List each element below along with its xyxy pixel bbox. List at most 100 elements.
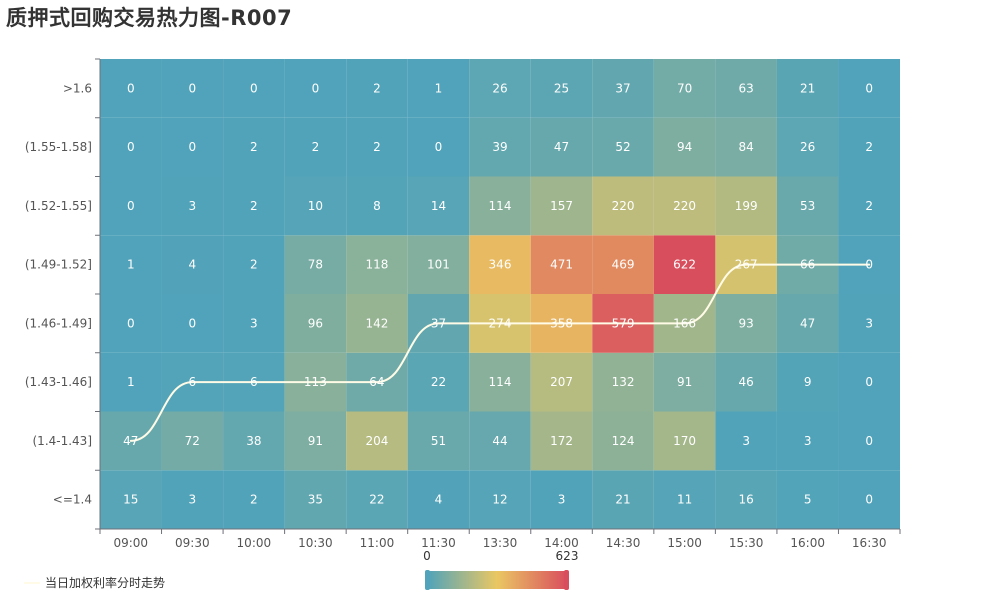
x-tick-label: 13:30	[483, 536, 518, 550]
cell-value-label: 70	[677, 81, 692, 95]
heatmap-cell	[407, 59, 470, 118]
x-tick-label: 14:00	[544, 536, 579, 550]
cell-value-label: 4	[188, 258, 196, 272]
x-tick-label: 11:30	[421, 536, 456, 550]
cell-value-label: 12	[492, 493, 507, 507]
cell-value-label: 14	[431, 199, 446, 213]
cell-value-label: 0	[188, 140, 196, 154]
heatmap-cell	[469, 176, 531, 236]
cell-value-label: 0	[865, 493, 873, 507]
visual-map-max-label: 623	[556, 549, 579, 563]
cell-value-label: 114	[489, 199, 512, 213]
heatmap-cell	[100, 294, 162, 353]
heatmap-cell	[592, 176, 654, 236]
cell-value-label: 5	[804, 493, 812, 507]
cell-value-label: 358	[550, 316, 573, 330]
heatmap-cell	[469, 352, 531, 412]
cell-value-label: 47	[800, 316, 815, 330]
heatmap-cell	[653, 59, 716, 118]
cell-value-label: 15	[123, 493, 138, 507]
heatmap-cell	[346, 235, 408, 294]
heatmap-cell	[284, 176, 347, 236]
heatmap-cell	[407, 352, 470, 412]
heatmap-cell	[530, 117, 593, 177]
heatmap-cell	[592, 235, 654, 294]
heatmap-cell	[592, 411, 654, 471]
heatmap-cell	[284, 294, 347, 353]
heatmap-cell	[715, 294, 777, 353]
heatmap-cell	[346, 117, 408, 177]
heatmap-cells	[100, 59, 900, 529]
heatmap-cell	[776, 411, 839, 471]
cell-value-label: 9	[804, 375, 812, 389]
cell-value-label: 78	[308, 258, 323, 272]
cell-value-label: 207	[550, 375, 573, 389]
cell-value-label: 91	[308, 434, 323, 448]
cell-value-label: 1	[435, 81, 443, 95]
y-tick-label: (1.46-1.49]	[25, 316, 92, 330]
cell-value-label: 157	[550, 199, 573, 213]
heatmap-cell	[223, 117, 285, 177]
cell-value-label: 2	[250, 493, 258, 507]
heatmap-cell	[346, 411, 408, 471]
heatmap-cell	[838, 411, 900, 471]
y-tick-label: (1.49-1.52]	[25, 258, 92, 272]
heatmap-cell	[530, 470, 593, 529]
heatmap-cell	[592, 352, 654, 412]
cell-value-label: 1	[127, 258, 135, 272]
cell-value-label: 66	[800, 258, 815, 272]
heatmap-cell	[407, 470, 470, 529]
heatmap-cell	[100, 176, 162, 236]
cell-value-label: 469	[612, 258, 635, 272]
visual-map-gradient	[427, 571, 567, 589]
heatmap-cell	[407, 411, 470, 471]
cell-value-label: 3	[804, 434, 812, 448]
heatmap-cell	[530, 352, 593, 412]
heatmap-cell	[161, 470, 224, 529]
cell-value-label: 0	[127, 81, 135, 95]
cell-value-label: 21	[615, 493, 630, 507]
heatmap-cell	[161, 117, 224, 177]
visual-map-max-handle[interactable]	[564, 570, 569, 590]
cell-value-label: 93	[739, 316, 754, 330]
cell-value-label: 16	[739, 493, 754, 507]
heatmap-cell	[346, 294, 408, 353]
cell-value-label: 0	[127, 140, 135, 154]
cell-value-label: 199	[735, 199, 758, 213]
y-tick-label: <=1.4	[53, 493, 92, 507]
visual-map-min-handle[interactable]	[425, 570, 430, 590]
cell-value-label: 35	[308, 493, 323, 507]
cell-value-label: 2	[865, 140, 873, 154]
x-tick-label: 10:00	[237, 536, 272, 550]
cell-value-label: 26	[492, 81, 507, 95]
cell-value-label: 0	[865, 81, 873, 95]
visual-map-min-label: 0	[423, 549, 431, 563]
cell-value-label: 47	[123, 434, 138, 448]
heatmap-cell	[469, 470, 531, 529]
cell-value-label: 1	[127, 375, 135, 389]
cell-value-label: 132	[612, 375, 635, 389]
heatmap-cell	[469, 117, 531, 177]
heatmap-cell	[284, 117, 347, 177]
cell-value-label: 3	[558, 493, 566, 507]
heatmap-cell	[223, 470, 285, 529]
cell-value-label: 274	[489, 316, 512, 330]
legend-trend-label[interactable]: 当日加权利率分时走势	[45, 575, 165, 590]
heatmap-cell	[776, 117, 839, 177]
cell-value-label: 37	[615, 81, 630, 95]
heatmap-cell	[838, 352, 900, 412]
cell-value-label: 3	[188, 493, 196, 507]
cell-value-label: 0	[250, 81, 258, 95]
cell-value-label: 2	[250, 140, 258, 154]
heatmap-cell	[838, 117, 900, 177]
x-tick-label: 09:30	[175, 536, 210, 550]
heatmap-cell	[100, 470, 162, 529]
cell-value-label: 3	[865, 316, 873, 330]
cell-value-label: 579	[612, 316, 635, 330]
cell-value-label: 38	[246, 434, 261, 448]
x-tick-label: 14:30	[606, 536, 641, 550]
cell-value-label: 64	[369, 375, 384, 389]
heatmap-cell	[100, 352, 162, 412]
x-tick-label: 09:00	[113, 536, 148, 550]
y-tick-label: (1.43-1.46]	[25, 375, 92, 389]
